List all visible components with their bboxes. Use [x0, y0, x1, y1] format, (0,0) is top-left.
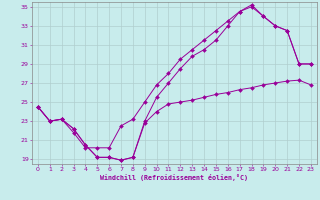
X-axis label: Windchill (Refroidissement éolien,°C): Windchill (Refroidissement éolien,°C) — [100, 174, 248, 181]
